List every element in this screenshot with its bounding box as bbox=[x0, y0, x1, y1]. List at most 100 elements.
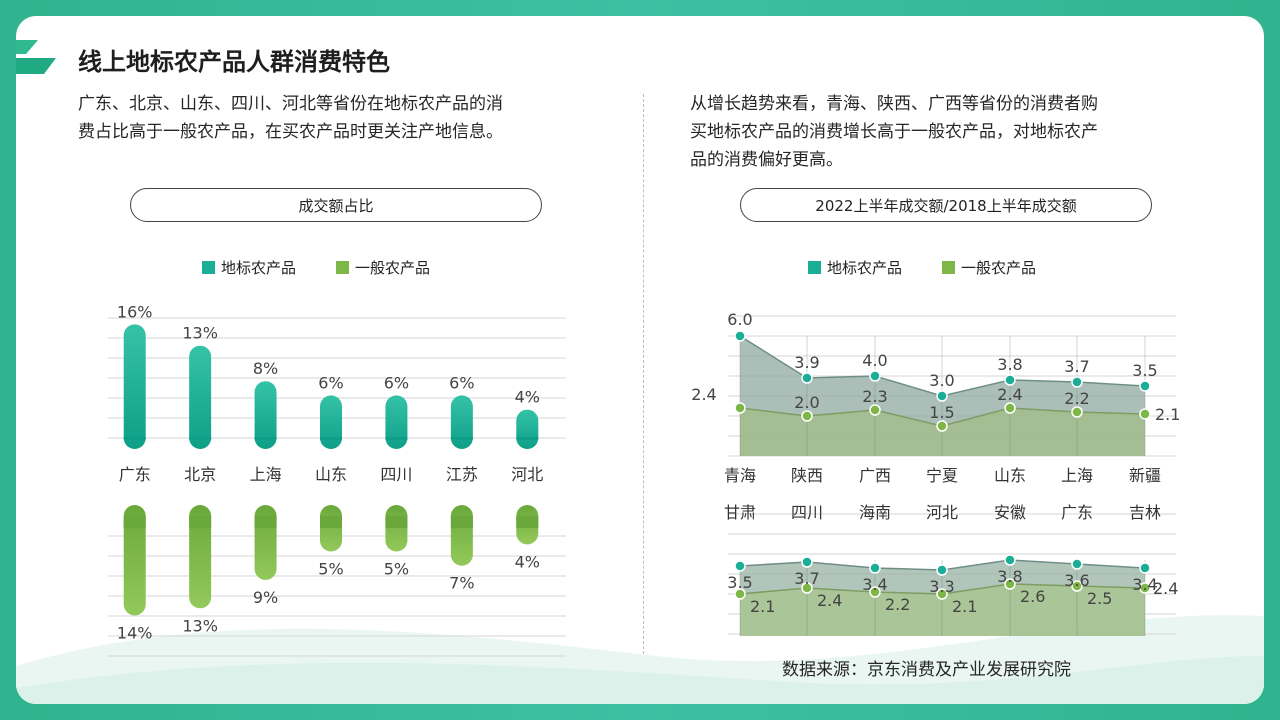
category-label: 安徽 bbox=[994, 503, 1026, 522]
point-general-product bbox=[936, 420, 948, 432]
point-value-label: 3.4 bbox=[862, 575, 887, 594]
bar-value-label: 6% bbox=[449, 373, 474, 392]
point-value-label: 2.4 bbox=[817, 591, 842, 610]
category-label: 山东 bbox=[315, 465, 347, 484]
category-label: 上海 bbox=[250, 465, 282, 484]
right-area-chart: 6.0 2.4 青海 3.9 2.0 陕西 4.0 2.3 广西 3.0 1.5 宁夏 3.8 2.4 山东… bbox=[691, 310, 1180, 636]
point-value-label: 3.7 bbox=[794, 569, 819, 588]
point-geo-product bbox=[1004, 554, 1016, 566]
category-label: 新疆 bbox=[1129, 466, 1161, 485]
bar-base bbox=[123, 516, 146, 528]
legend-item-geo: 地标农产品 bbox=[808, 257, 902, 278]
category-label: 四川 bbox=[791, 503, 823, 522]
bar-base bbox=[254, 516, 277, 528]
point-geo-product bbox=[1071, 558, 1083, 570]
bar-general-product bbox=[320, 505, 342, 552]
legend-item-general: 一般农产品 bbox=[336, 257, 430, 278]
bar-value-label: 9% bbox=[253, 588, 278, 607]
point-value-label: 2.1 bbox=[750, 597, 775, 616]
point-value-label: 2.6 bbox=[1020, 587, 1045, 606]
point-general-product bbox=[1139, 408, 1151, 420]
category-label: 上海 bbox=[1061, 466, 1093, 485]
point-geo-product bbox=[801, 372, 813, 384]
left-chart-legend: 地标农产品 一般农产品 bbox=[202, 257, 430, 278]
area-general-product bbox=[740, 408, 1145, 456]
slide-card: 线上地标农产品人群消费特色 广东、北京、山东、四川、河北等省份在地标农产品的消 … bbox=[16, 16, 1264, 704]
point-value-label: 3.8 bbox=[997, 355, 1022, 374]
section-divider bbox=[643, 94, 644, 654]
bar-base bbox=[320, 437, 342, 440]
bar-value-label: 5% bbox=[318, 560, 343, 579]
point-value-label: 3.6 bbox=[1064, 571, 1089, 590]
point-value-label: 2.4 bbox=[997, 385, 1022, 404]
point-general-product bbox=[936, 588, 948, 600]
right-paragraph-line: 从增长趋势来看，青海、陕西、广西等省份的消费者购 bbox=[690, 94, 1098, 114]
category-label: 广东 bbox=[1061, 503, 1093, 522]
legend-swatch-green bbox=[336, 261, 350, 274]
right-paragraph-line: 品的消费偏好更高。 bbox=[690, 150, 843, 170]
category-label: 河北 bbox=[511, 465, 543, 484]
point-general-product bbox=[1139, 582, 1151, 594]
point-value-label: 3.5 bbox=[1132, 361, 1157, 380]
point-value-label: 1.5 bbox=[929, 403, 954, 422]
category-label: 广东 bbox=[119, 465, 151, 484]
point-general-product bbox=[1004, 402, 1016, 414]
legend-label: 一般农产品 bbox=[961, 259, 1037, 277]
bar-general-product bbox=[450, 505, 473, 566]
point-general-product bbox=[734, 402, 746, 414]
point-value-label: 2.0 bbox=[794, 393, 819, 412]
bar-base bbox=[123, 437, 146, 440]
point-general-product bbox=[801, 582, 813, 594]
point-general-product bbox=[801, 410, 813, 422]
left-bar-chart: 16% 14% 广东 13% 13% 北京 8% 9% 上海 6% 5% 山东 6% 5% 四川 6% 7% 江苏… bbox=[108, 302, 566, 657]
bar-geo-product bbox=[516, 409, 539, 449]
category-label: 吉林 bbox=[1129, 503, 1161, 522]
bar-value-label: 13% bbox=[182, 616, 218, 635]
bar-base bbox=[189, 437, 212, 440]
legend-label: 地标农产品 bbox=[827, 259, 903, 277]
bar-value-label: 4% bbox=[515, 552, 540, 571]
bar-value-label: 13% bbox=[182, 324, 218, 343]
category-label: 青海 bbox=[724, 466, 756, 485]
category-label: 宁夏 bbox=[926, 466, 958, 485]
point-value-label: 3.5 bbox=[727, 573, 752, 592]
data-source-note: 数据来源：京东消费及产业发展研究院 bbox=[782, 660, 1071, 680]
point-value-label: 2.3 bbox=[862, 387, 887, 406]
bar-base bbox=[320, 516, 342, 528]
point-value-label: 2.1 bbox=[952, 597, 977, 616]
category-label: 四川 bbox=[380, 465, 412, 484]
point-value-label: 3.9 bbox=[794, 353, 819, 372]
bar-base bbox=[189, 516, 212, 528]
bar-value-label: 6% bbox=[318, 373, 343, 392]
point-value-label: 2.2 bbox=[1064, 389, 1089, 408]
legend-swatch-teal bbox=[202, 261, 215, 274]
point-geo-product bbox=[801, 556, 813, 568]
point-geo-product bbox=[936, 564, 948, 576]
point-general-product bbox=[1071, 580, 1083, 592]
bar-value-label: 8% bbox=[253, 359, 278, 378]
category-label: 河北 bbox=[926, 503, 958, 522]
point-value-label: 2.1 bbox=[1155, 405, 1180, 424]
bar-base bbox=[516, 437, 539, 440]
bar-geo-product bbox=[385, 395, 408, 449]
legend-swatch-teal bbox=[808, 261, 821, 274]
point-geo-product bbox=[869, 562, 881, 574]
point-general-product bbox=[1004, 578, 1016, 590]
point-value-label: 6.0 bbox=[727, 310, 752, 329]
bar-geo-product bbox=[254, 381, 277, 449]
point-general-product bbox=[1071, 406, 1083, 418]
bar-geo-product bbox=[123, 324, 146, 449]
title-accent-icon bbox=[16, 40, 56, 74]
point-geo-product bbox=[734, 330, 746, 342]
point-value-label: 3.3 bbox=[929, 577, 954, 596]
category-label: 海南 bbox=[859, 503, 891, 522]
page-title: 线上地标农产品人群消费特色 bbox=[78, 48, 390, 76]
category-label: 广西 bbox=[859, 466, 891, 485]
point-geo-product bbox=[734, 560, 746, 572]
bar-value-label: 16% bbox=[117, 302, 153, 321]
category-label: 山东 bbox=[994, 466, 1026, 485]
point-geo-product bbox=[1139, 562, 1151, 574]
category-label: 甘肃 bbox=[724, 503, 756, 522]
left-paragraph-line: 费占比高于一般农产品，在买农产品时更关注产地信息。 bbox=[78, 122, 503, 142]
bar-value-label: 7% bbox=[449, 574, 474, 593]
